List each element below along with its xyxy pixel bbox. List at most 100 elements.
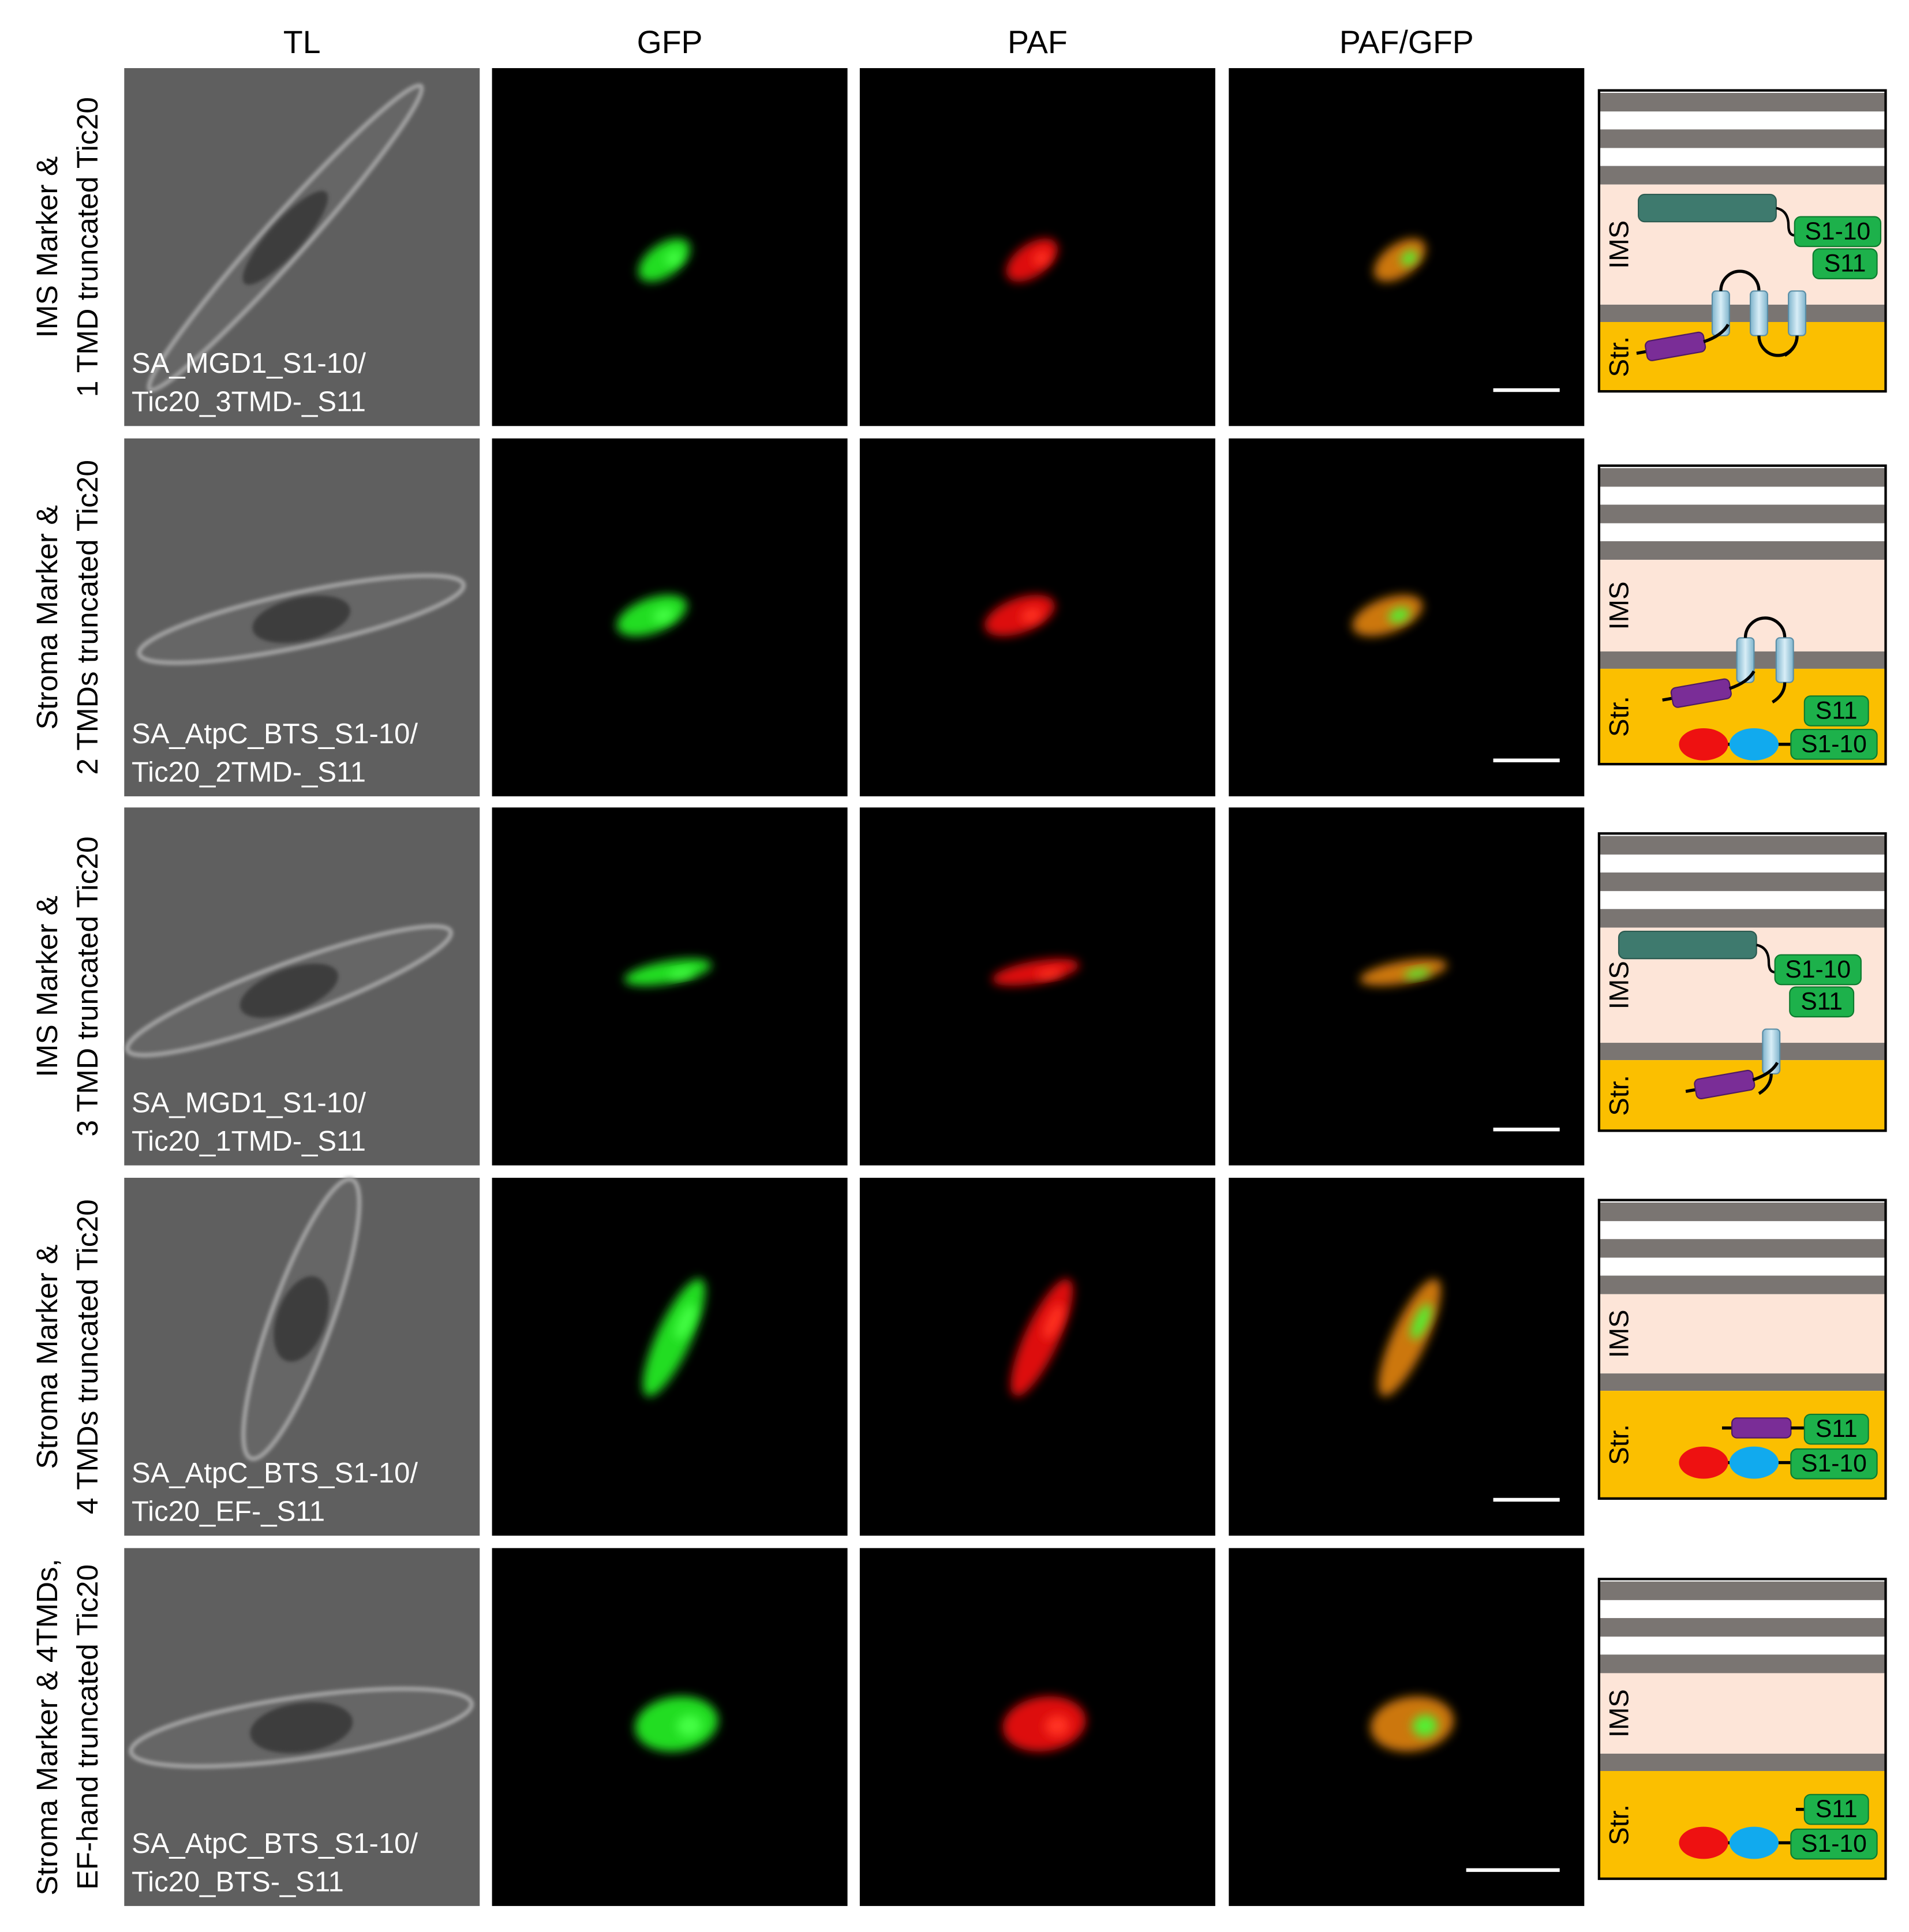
gfp-fragment (1790, 729, 1878, 760)
envelope-membrane (1599, 836, 1886, 855)
chloroplast (242, 190, 328, 285)
linker (1685, 1088, 1696, 1093)
panel-caption: SA_AtpC_BTS_S1-10/ (132, 1828, 418, 1859)
fluorescence-signal (1360, 958, 1447, 986)
gfp-fragment (1790, 1828, 1878, 1860)
gfp-fragment-label: S11 (1816, 1795, 1858, 1823)
fluorescence-signal (1370, 1696, 1454, 1752)
envelope-membrane (1599, 1202, 1886, 1222)
envelope-membrane (1599, 166, 1886, 185)
envelope-membrane (1599, 1239, 1886, 1258)
panel-caption: SA_AtpC_BTS_S1-10/ (132, 1457, 418, 1489)
transit-peptide (1679, 728, 1728, 761)
panel-caption: Tic20_3TMD-_S11 (132, 386, 366, 418)
loop (1743, 616, 1787, 638)
ims-label: IMS (1604, 581, 1634, 630)
inner-membrane (1599, 1373, 1886, 1391)
linker (1662, 697, 1672, 702)
linker (1776, 207, 1795, 237)
gfp-fragment-label: S11 (1816, 1415, 1858, 1443)
transmembrane-domain (1749, 290, 1768, 336)
fluorescence-spot (665, 250, 682, 265)
fluorescence-signal (985, 594, 1055, 636)
transit-peptide (1679, 1446, 1728, 1479)
row-label: Stroma Marker & (31, 505, 63, 729)
gfp-fragment-label: S1-10 (1801, 1830, 1867, 1858)
stroma-label: Str. (1604, 1804, 1634, 1845)
panel-caption: Tic20_BTS-_S11 (132, 1866, 344, 1897)
envelope-membrane (1599, 541, 1886, 560)
transmembrane-domain (1762, 1028, 1781, 1074)
panel-caption: SA_AtpC_BTS_S1-10/ (132, 718, 418, 750)
envelope-membrane (1599, 1581, 1886, 1600)
gfp-fragment-label: S1-10 (1785, 956, 1851, 983)
fluorescence-panel (859, 807, 1215, 1166)
ims-label: IMS (1604, 961, 1634, 1009)
linker (1756, 943, 1775, 974)
envelope-membrane (1599, 468, 1886, 487)
stroma-label: Str. (1604, 1075, 1634, 1116)
ims-label: IMS (1604, 1309, 1634, 1358)
panel-caption: Tic20_1TMD-_S11 (132, 1125, 366, 1157)
gfp-fragment-label: S11 (1801, 988, 1843, 1016)
fluorescence-signal (616, 594, 687, 636)
topology-diagram: IMS Str. S11 S1-10 (1597, 1578, 1887, 1880)
gfp-fragment (1790, 1448, 1878, 1480)
fluorescence-spot (1036, 968, 1063, 979)
panel-caption: Tic20_EF-_S11 (132, 1495, 325, 1527)
ims-marker (1638, 193, 1777, 223)
marker-protein (1729, 728, 1779, 761)
fluorescence-spot (1045, 1714, 1070, 1737)
chloroplast (250, 1702, 353, 1754)
column-header: PAF (1008, 24, 1068, 60)
topology-diagram: IMS Str. S1-10 S11 (1597, 832, 1887, 1132)
marker-protein (1729, 1446, 1779, 1479)
diagram-border (1597, 1199, 1887, 1500)
fluorescence-signal (1002, 1696, 1086, 1752)
envelope-membrane (1599, 872, 1886, 892)
gfp-fragment (1803, 1413, 1869, 1445)
gfp-fragment-label: S1-10 (1801, 730, 1867, 758)
inner-membrane (1599, 1753, 1886, 1771)
envelope-membrane (1599, 504, 1886, 523)
chloroplast (252, 595, 351, 643)
row-label: IMS Marker & (31, 896, 63, 1077)
gfp-fragment-label: S11 (1816, 697, 1858, 724)
loop (1719, 269, 1761, 291)
diagram-border (1597, 89, 1887, 393)
fluorescence-spot (653, 607, 675, 623)
panel-caption: SA_MGD1_S1-10/ (132, 347, 366, 379)
transit-peptide (1679, 1826, 1728, 1859)
gfp-fragment-label: S1-10 (1801, 1450, 1867, 1477)
gfp-fragment-label: S1-10 (1805, 218, 1871, 245)
inner-membrane (1599, 304, 1886, 322)
fluorescence-signal (1352, 594, 1423, 636)
column-header: GFP (637, 24, 703, 60)
ims-marker (1618, 930, 1757, 960)
fluorescence-signal (1006, 238, 1058, 282)
row-label: EF-hand truncated Tic20 (71, 1564, 104, 1890)
stroma-label: Str. (1604, 696, 1634, 737)
row-label: 2 TMDs truncated Tic20 (71, 460, 104, 775)
topology-diagram: IMS Str. S11 S1-10 (1597, 464, 1887, 766)
fluorescence-spot (1043, 1304, 1064, 1339)
gfp-fragment (1794, 216, 1882, 248)
transmembrane-domain (1775, 637, 1794, 683)
row-label: Stroma Marker & 4TMDs, (31, 1559, 63, 1896)
fluorescence-signal (638, 238, 690, 282)
fluorescence-spot (677, 1714, 702, 1737)
column-header: TL (283, 24, 321, 60)
chloroplast (239, 963, 338, 1018)
gfp-fragment (1812, 248, 1878, 279)
topology-diagram: IMS Str. S1-10 S11 (1597, 89, 1887, 393)
ims-region (1599, 560, 1886, 652)
fluorescence-spot (1412, 1714, 1438, 1737)
linker (1636, 350, 1647, 355)
linker (1752, 1061, 1779, 1095)
fluorescence-panel (1229, 807, 1585, 1166)
diagram-border (1597, 464, 1887, 766)
ims-region (1599, 1673, 1886, 1754)
inner-membrane (1599, 1043, 1886, 1061)
fluorescence-spot (1401, 250, 1417, 265)
gfp-fragment (1774, 954, 1862, 986)
